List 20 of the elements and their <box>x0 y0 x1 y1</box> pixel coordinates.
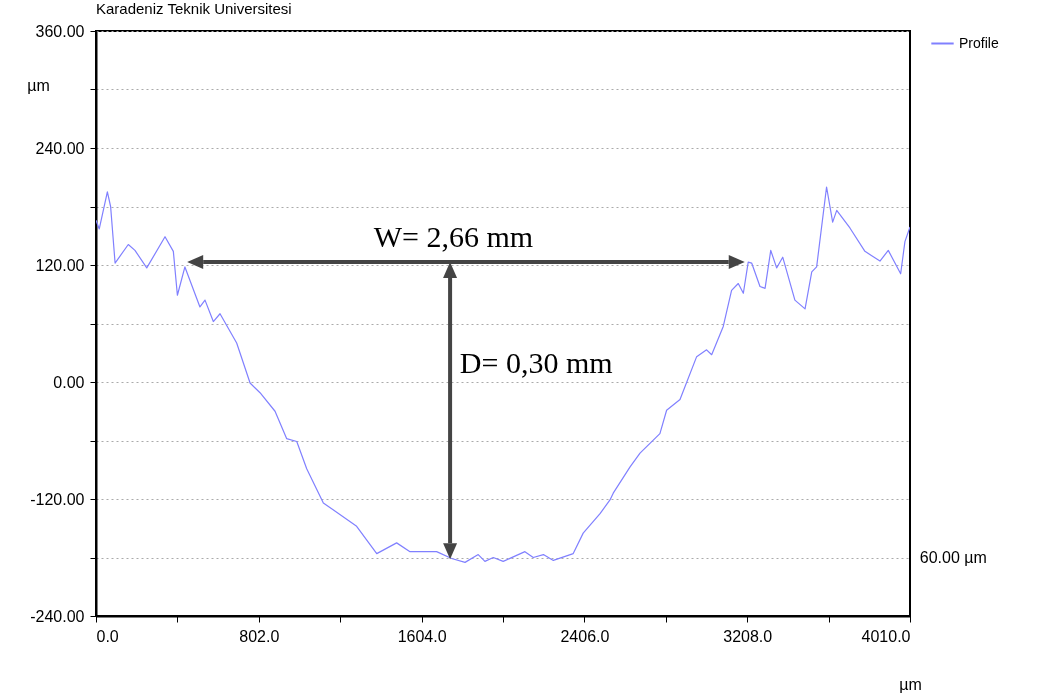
chart-title: Karadeniz Teknik Universitesi <box>96 0 292 17</box>
y-tick-label: -120.00 <box>30 490 85 508</box>
line-series <box>96 186 910 563</box>
y-tick-label: 240.00 <box>35 139 85 157</box>
y-tick-label: -240.00 <box>30 607 85 625</box>
x-axis-title: µm <box>899 675 922 693</box>
annotation: W= 2,66 mm <box>373 220 534 254</box>
annotation: D= 0,30 mm <box>459 346 613 380</box>
y-tick-label: 0.00 <box>53 373 85 391</box>
x-tick-label: 3208.0 <box>723 627 773 645</box>
x-tick-label: 4010.0 <box>861 627 911 645</box>
x-tick-label: 802.0 <box>239 627 280 645</box>
y-tick-label: 120.00 <box>35 256 85 274</box>
legend-label: Profile <box>959 34 999 51</box>
x-tick-label: 0.0 <box>96 627 119 645</box>
text: 60.00 µm <box>919 549 987 567</box>
x-tick-label: 1604.0 <box>397 627 447 645</box>
x-tick-label: 2406.0 <box>560 627 610 645</box>
y-tick-label: 360.00 <box>35 22 85 40</box>
y-axis-title: µm <box>27 76 50 94</box>
